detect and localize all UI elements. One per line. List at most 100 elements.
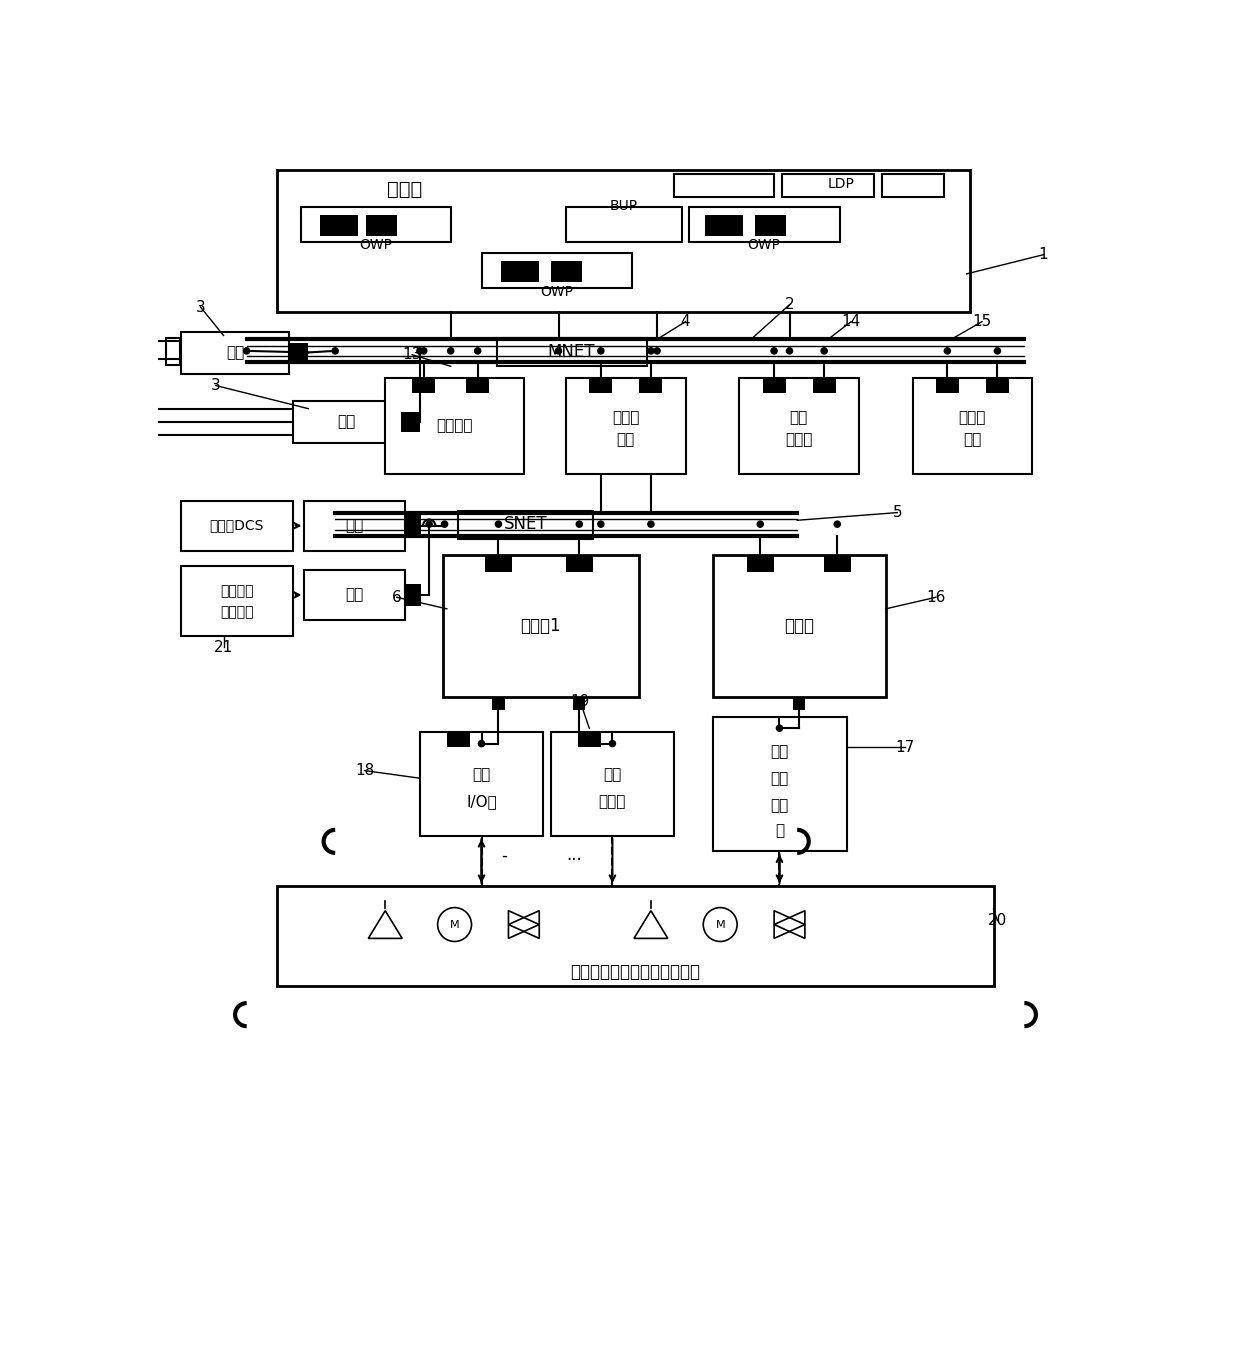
- Circle shape: [243, 347, 249, 354]
- Text: 15: 15: [972, 314, 992, 329]
- Bar: [763, 377, 786, 393]
- Bar: [181, 331, 289, 375]
- Bar: [401, 412, 420, 431]
- Text: 21: 21: [215, 639, 233, 654]
- Text: 历史: 历史: [790, 411, 808, 426]
- Text: 安全级DCS: 安全级DCS: [210, 519, 264, 533]
- Bar: [882, 174, 944, 197]
- Text: 方仪: 方仪: [770, 771, 789, 786]
- Text: 第三: 第三: [770, 744, 789, 758]
- Bar: [812, 377, 836, 393]
- Bar: [913, 377, 1032, 475]
- Circle shape: [427, 521, 433, 527]
- Bar: [300, 207, 450, 242]
- Circle shape: [647, 347, 653, 354]
- Text: 16: 16: [926, 589, 945, 604]
- Bar: [551, 731, 675, 836]
- Bar: [320, 215, 358, 237]
- Text: OWP: OWP: [748, 238, 781, 253]
- Circle shape: [786, 347, 792, 354]
- Bar: [675, 174, 774, 197]
- Text: 务器: 务器: [616, 431, 635, 448]
- Bar: [497, 338, 647, 365]
- Bar: [289, 343, 309, 362]
- Circle shape: [420, 347, 427, 354]
- Text: 现场: 现场: [604, 767, 621, 781]
- Bar: [501, 261, 539, 283]
- Text: MNET: MNET: [548, 342, 595, 361]
- Bar: [781, 174, 874, 197]
- Text: 务器: 务器: [963, 431, 981, 448]
- Text: 监控系统: 监控系统: [219, 606, 253, 619]
- Text: LDP: LDP: [828, 177, 854, 191]
- Text: 现场（智能）传感器、执行器: 现场（智能）传感器、执行器: [570, 963, 701, 982]
- Bar: [404, 515, 422, 537]
- Bar: [304, 571, 404, 621]
- Bar: [420, 731, 543, 836]
- Bar: [792, 698, 805, 710]
- Text: SNET: SNET: [503, 515, 547, 533]
- Circle shape: [577, 521, 583, 527]
- Circle shape: [598, 347, 604, 354]
- Bar: [293, 402, 401, 443]
- Circle shape: [332, 347, 339, 354]
- Text: 计算服: 计算服: [959, 411, 986, 426]
- Bar: [578, 731, 601, 748]
- Text: 实时服: 实时服: [611, 411, 639, 426]
- Circle shape: [653, 347, 660, 354]
- Text: 17: 17: [895, 740, 915, 754]
- Bar: [481, 253, 631, 288]
- Circle shape: [479, 741, 485, 746]
- Bar: [713, 717, 847, 852]
- Circle shape: [945, 347, 950, 354]
- Text: 3: 3: [211, 379, 221, 393]
- Text: 5: 5: [893, 506, 903, 521]
- Bar: [689, 207, 839, 242]
- Circle shape: [441, 521, 448, 527]
- Text: M: M: [450, 919, 459, 930]
- Bar: [936, 377, 959, 393]
- Bar: [485, 554, 512, 572]
- Text: 工程师站: 工程师站: [436, 418, 472, 433]
- Bar: [573, 698, 585, 710]
- Bar: [446, 731, 470, 748]
- Circle shape: [495, 521, 501, 527]
- Circle shape: [835, 521, 841, 527]
- Text: I/O柜: I/O柜: [466, 794, 497, 808]
- Text: 2: 2: [785, 297, 795, 312]
- Bar: [713, 554, 885, 698]
- Text: M: M: [715, 919, 725, 930]
- Circle shape: [776, 725, 782, 731]
- Text: 网关: 网关: [337, 414, 356, 429]
- Text: 14: 14: [842, 314, 861, 329]
- Text: 13: 13: [403, 347, 422, 362]
- Bar: [366, 215, 397, 237]
- Bar: [386, 377, 523, 475]
- Bar: [412, 377, 435, 393]
- Text: 20: 20: [988, 913, 1007, 929]
- Bar: [181, 502, 293, 552]
- Bar: [986, 377, 1009, 393]
- Circle shape: [647, 521, 653, 527]
- Text: 网关: 网关: [345, 518, 363, 533]
- Text: 网关: 网关: [345, 588, 363, 603]
- Circle shape: [609, 741, 615, 746]
- Bar: [825, 554, 851, 572]
- Text: -: -: [502, 846, 507, 864]
- Bar: [492, 698, 505, 710]
- Bar: [748, 554, 774, 572]
- Bar: [567, 377, 686, 475]
- Bar: [551, 261, 582, 283]
- Bar: [278, 170, 971, 312]
- Bar: [443, 554, 640, 698]
- Text: 19: 19: [570, 694, 590, 708]
- Text: 3: 3: [196, 300, 206, 315]
- Text: 服务器: 服务器: [785, 431, 812, 448]
- Bar: [459, 511, 593, 538]
- Circle shape: [758, 521, 764, 527]
- Bar: [304, 502, 404, 552]
- Circle shape: [821, 347, 827, 354]
- Text: 6: 6: [392, 589, 402, 604]
- Text: 控系: 控系: [770, 798, 789, 813]
- Bar: [166, 338, 180, 365]
